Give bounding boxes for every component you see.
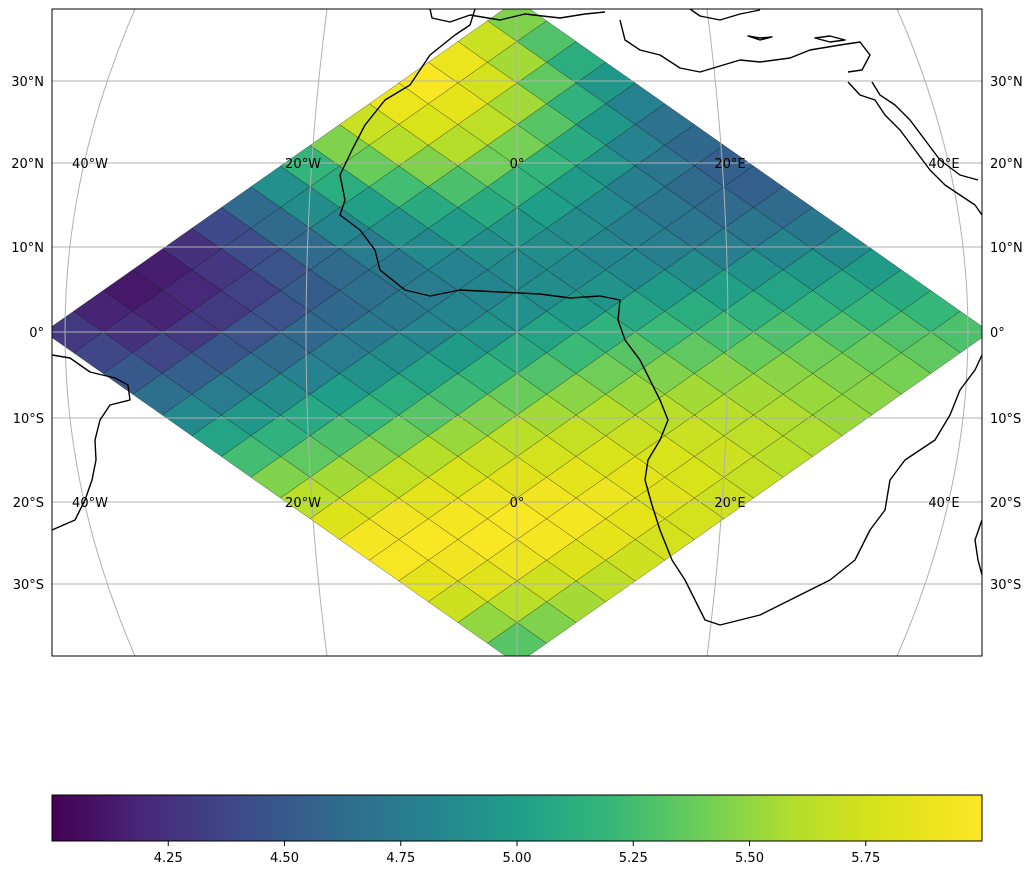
lat-label-right: 30°N xyxy=(990,75,1023,90)
colorbar-tick-label: 4.25 xyxy=(154,851,183,866)
gridlines xyxy=(52,9,982,656)
lat-label-right: 20°S xyxy=(990,496,1021,511)
coastline-arabia xyxy=(871,81,979,181)
lat-label-left: 10°N xyxy=(11,241,44,256)
colorbar: 4.25 4.50 4.75 5.00 5.25 5.50 5.75 xyxy=(51,794,983,866)
lat-label-right: 0° xyxy=(990,326,1005,341)
coastline-red-sea xyxy=(847,81,982,216)
colorbar-gradient xyxy=(51,794,983,842)
lon-labels-top: 40°W 20°W 0° 20°E 40°E xyxy=(72,157,960,172)
colorbar-tick-label: 5.25 xyxy=(619,851,648,866)
gridline-lon-m40 xyxy=(64,9,136,656)
lat-labels-right: 30°N 20°N 10°N 0° 10°S 20°S 30°S xyxy=(990,75,1023,593)
coastline-south-america xyxy=(52,354,131,531)
colorbar-tick-label: 4.75 xyxy=(386,851,415,866)
lon-label-top: 20°E xyxy=(714,157,745,172)
lat-label-left: 0° xyxy=(29,326,44,341)
lon-label-bottom: 40°W xyxy=(72,496,108,511)
coastline-madagascar xyxy=(974,519,982,576)
gridline-lon-m20 xyxy=(305,9,328,656)
lat-label-left: 20°N xyxy=(11,157,44,172)
lon-label-bottom: 40°E xyxy=(928,496,959,511)
lon-label-bottom: 20°E xyxy=(714,496,745,511)
lat-label-right: 20°N xyxy=(990,157,1023,172)
gridline-lon-40 xyxy=(896,9,969,656)
lon-labels-bottom: 40°W 20°W 0° 20°E 40°E xyxy=(72,496,960,511)
coastlines xyxy=(52,9,982,626)
gridline-lon-20 xyxy=(706,9,729,656)
coastline-mediterranean xyxy=(429,9,606,23)
lat-label-left: 30°S xyxy=(13,578,44,593)
lat-label-right: 10°N xyxy=(990,241,1023,256)
lon-label-top: 40°W xyxy=(72,157,108,172)
coastline-cyprus xyxy=(814,35,846,43)
heatmap-cells xyxy=(52,9,982,656)
colorbar-tick-label: 5.75 xyxy=(851,851,880,866)
lat-label-left: 20°S xyxy=(13,496,44,511)
coastline-crete xyxy=(747,35,773,41)
lon-label-top: 40°E xyxy=(928,157,959,172)
map-frame xyxy=(51,8,983,657)
lat-labels-left: 30°N 20°N 10°N 0° 10°S 20°S 30°S xyxy=(11,75,44,593)
lat-label-right: 10°S xyxy=(990,412,1021,427)
colorbar-tick-label: 5.00 xyxy=(503,851,532,866)
lat-label-left: 10°S xyxy=(13,412,44,427)
lon-label-bottom: 20°W xyxy=(285,496,321,511)
lat-label-right: 30°S xyxy=(990,578,1021,593)
colorbar-ticks: 4.25 4.50 4.75 5.00 5.25 5.50 5.75 xyxy=(154,841,880,866)
coastline-africa-west xyxy=(339,9,982,626)
lon-label-bottom: 0° xyxy=(510,496,525,511)
colorbar-tick-label: 4.50 xyxy=(270,851,299,866)
colorbar-tick-label: 5.50 xyxy=(735,851,764,866)
coastline-turkey xyxy=(689,9,761,21)
lon-label-top: 20°W xyxy=(285,157,321,172)
coastline-europe xyxy=(619,19,871,73)
lat-label-left: 30°N xyxy=(11,75,44,90)
lon-label-top: 0° xyxy=(510,157,525,172)
map-area xyxy=(52,9,982,656)
